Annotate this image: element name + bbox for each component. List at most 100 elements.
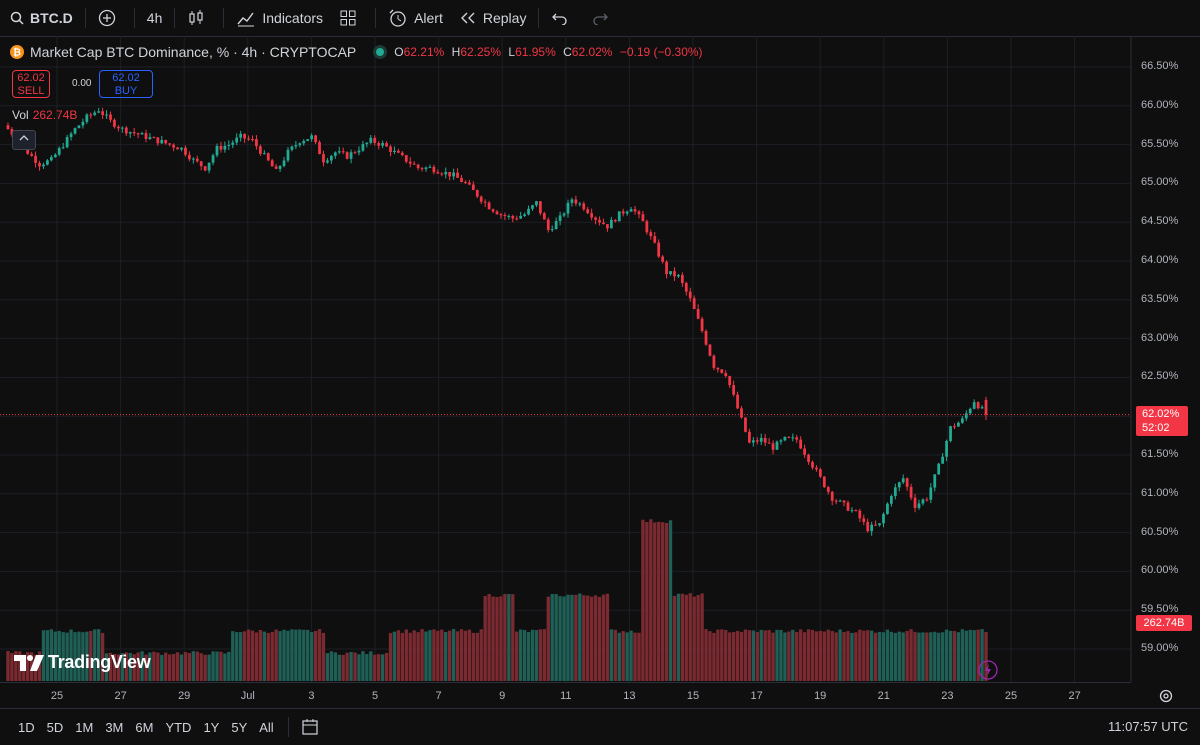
range-1d[interactable]: 1D bbox=[18, 719, 35, 735]
candle-body bbox=[609, 219, 613, 229]
candle-body bbox=[791, 437, 795, 439]
volume-bar bbox=[909, 629, 913, 681]
range-3m[interactable]: 3M bbox=[105, 719, 124, 735]
candle-body bbox=[807, 454, 810, 462]
candle-body bbox=[412, 163, 416, 165]
symbol-search-button[interactable]: BTC.D bbox=[0, 0, 81, 36]
volume-bar bbox=[215, 651, 219, 681]
time-axis-label: 25 bbox=[50, 690, 64, 702]
volume-bar bbox=[179, 654, 184, 681]
volume-bar bbox=[657, 521, 661, 681]
volume-bar bbox=[515, 631, 519, 681]
volume-bar bbox=[203, 654, 207, 681]
volume-bar bbox=[862, 630, 866, 681]
volume-bar bbox=[771, 632, 775, 681]
time-axis-label: 29 bbox=[178, 690, 191, 702]
candle-body bbox=[239, 133, 243, 138]
range-1m[interactable]: 1M bbox=[75, 719, 94, 735]
price-axis-label: 60.50% bbox=[1141, 525, 1179, 538]
volume-bar bbox=[609, 629, 614, 681]
volume-bar bbox=[503, 593, 507, 681]
candle-body bbox=[464, 181, 467, 183]
candle-body bbox=[606, 224, 609, 229]
chart-type-button[interactable] bbox=[179, 0, 219, 36]
volume-bar bbox=[720, 629, 724, 681]
calendar-icon bbox=[302, 719, 318, 735]
range-all[interactable]: All bbox=[259, 719, 274, 735]
price-axis-label: 66.00% bbox=[1141, 98, 1179, 111]
price-axis[interactable]: 66.50% 66.00% 65.50% 65.00% 64.50% 64.00% 63.5… bbox=[1131, 36, 1200, 682]
time-axis-label: Jul bbox=[240, 690, 255, 702]
volume-bar bbox=[471, 632, 476, 681]
time-axis[interactable]: 25 27 29 Jul 3 5 7 9 11 13 15 17 19 21 23 25 27 bbox=[0, 682, 1131, 709]
candle-body bbox=[862, 518, 866, 522]
candle-body bbox=[834, 500, 838, 502]
volume-bar bbox=[416, 632, 420, 681]
interval-button[interactable]: 4h bbox=[139, 0, 171, 36]
volume-bar bbox=[250, 630, 255, 681]
range-ytd[interactable]: YTD bbox=[165, 719, 192, 735]
goto-date-button[interactable] bbox=[293, 709, 333, 745]
market-status-dot bbox=[376, 48, 385, 56]
candle-body bbox=[172, 144, 175, 148]
bolt-button[interactable] bbox=[978, 660, 998, 685]
sell-label: SELL bbox=[17, 85, 45, 97]
volume-bar bbox=[380, 654, 385, 681]
collapse-legend-button[interactable] bbox=[12, 130, 36, 150]
indicators-button[interactable]: Indicators bbox=[228, 0, 331, 36]
candle-body bbox=[929, 487, 933, 500]
volume-bar bbox=[432, 629, 436, 681]
candle-body bbox=[866, 521, 870, 532]
svg-text:₿: ₿ bbox=[13, 47, 21, 59]
volume-bar bbox=[586, 595, 590, 681]
candle-body bbox=[349, 152, 353, 159]
compare-symbol-button[interactable] bbox=[90, 0, 130, 36]
range-1y[interactable]: 1Y bbox=[203, 719, 220, 735]
candle-body bbox=[535, 201, 538, 206]
candle-body bbox=[590, 213, 594, 218]
candle-body bbox=[322, 154, 325, 163]
volume-bar bbox=[530, 629, 535, 681]
indicators-icon bbox=[237, 12, 255, 27]
candle-body bbox=[787, 436, 791, 438]
tradingview-logo: TradingView bbox=[14, 652, 151, 673]
range-6m[interactable]: 6M bbox=[135, 719, 154, 735]
buy-button[interactable]: 62.02 BUY bbox=[99, 70, 153, 98]
volume-bar bbox=[341, 654, 345, 681]
volume-bar bbox=[775, 629, 779, 681]
candle-body bbox=[700, 318, 704, 332]
volume-bar bbox=[455, 631, 460, 681]
candle-body bbox=[361, 144, 365, 151]
candle-body bbox=[819, 469, 822, 477]
volume-bar bbox=[901, 632, 905, 681]
utc-clock[interactable]: 11:07:57 UTC bbox=[1108, 719, 1188, 734]
alert-button[interactable]: Alert bbox=[380, 0, 451, 36]
range-5d[interactable]: 5D bbox=[46, 719, 64, 735]
current-price-tag: 62.02% 52:02 bbox=[1136, 406, 1188, 436]
volume-bar bbox=[613, 629, 617, 681]
candle-body bbox=[696, 308, 700, 319]
replay-button[interactable]: Replay bbox=[451, 0, 535, 36]
redo-button[interactable] bbox=[583, 0, 623, 36]
volume-bar bbox=[684, 594, 688, 681]
candle-body bbox=[941, 456, 945, 464]
candle-body bbox=[365, 142, 369, 145]
candle-body bbox=[211, 155, 215, 163]
volume-bar bbox=[881, 632, 886, 681]
sell-button[interactable]: 62.02 SELL bbox=[12, 70, 50, 98]
candle-body bbox=[795, 437, 799, 440]
layouts-button[interactable] bbox=[331, 0, 371, 36]
undo-button[interactable] bbox=[543, 0, 583, 36]
candle-body bbox=[957, 422, 960, 427]
volume-bar bbox=[6, 651, 10, 681]
chart-settings-button[interactable] bbox=[1158, 688, 1174, 709]
volume-bar bbox=[526, 631, 531, 681]
volume-bar bbox=[712, 632, 716, 681]
candle-body bbox=[629, 209, 633, 212]
series-title[interactable]: Market Cap BTC Dominance, % · 4h · CRYPT… bbox=[30, 44, 357, 60]
range-5y[interactable]: 5Y bbox=[231, 719, 248, 735]
time-axis-label: 13 bbox=[623, 690, 636, 702]
candle-body bbox=[680, 274, 684, 284]
candle-body bbox=[960, 418, 964, 423]
